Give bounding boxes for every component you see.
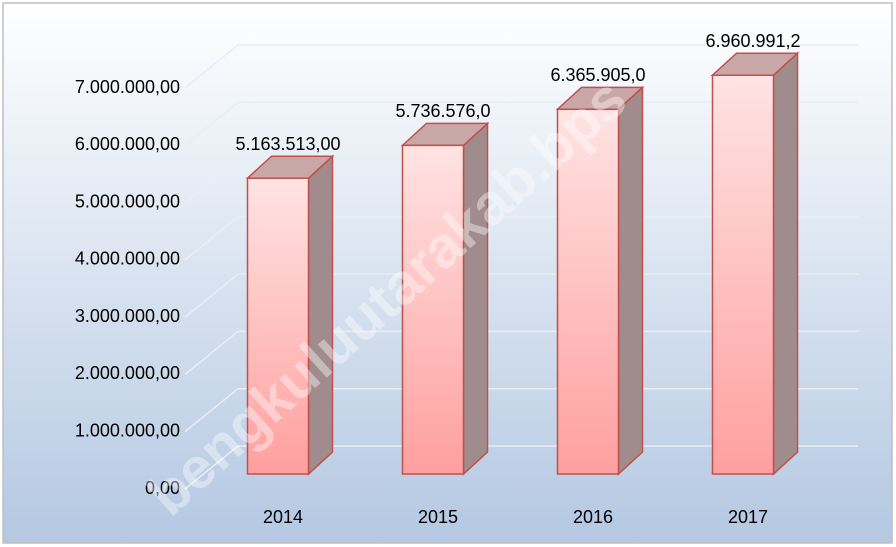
y-tick-label: 1.000.000,00 bbox=[75, 420, 180, 440]
y-tick-label: 7.000.000,00 bbox=[75, 77, 180, 97]
y-tick-label: 5.000.000,00 bbox=[75, 191, 180, 211]
y-tick-label: 3.000.000,00 bbox=[75, 306, 180, 326]
grid-line bbox=[184, 158, 239, 204]
bar-side bbox=[772, 51, 799, 476]
data-label: 6.960.991,2 bbox=[705, 31, 800, 51]
x-tick-label: 2016 bbox=[573, 507, 613, 527]
data-label: 6.365.905,0 bbox=[550, 65, 645, 85]
bar-side bbox=[617, 85, 644, 476]
x-tick-label: 2015 bbox=[418, 507, 458, 527]
data-label: 5.163.513,00 bbox=[235, 134, 340, 154]
y-tick-label: 0,00 bbox=[145, 478, 180, 498]
grid-line bbox=[184, 273, 239, 318]
grid-line bbox=[184, 445, 239, 490]
x-tick-label: 2014 bbox=[263, 507, 303, 527]
y-tick-label: 2.000.000,00 bbox=[75, 363, 180, 383]
x-tick-label: 2017 bbox=[728, 507, 768, 527]
bar bbox=[246, 177, 310, 475]
y-tick-label: 6.000.000,00 bbox=[75, 134, 180, 154]
bar bbox=[401, 144, 465, 475]
grid-line bbox=[184, 216, 239, 261]
grid-line bbox=[184, 330, 239, 376]
bar bbox=[556, 108, 620, 475]
plot-area: 0,00 1.000.000,00 2.000.000,00 3.000.000,00… bbox=[75, 31, 858, 527]
grid-line bbox=[184, 388, 239, 433]
grid-line bbox=[184, 101, 239, 146]
y-tick-label: 4.000.000,00 bbox=[75, 249, 180, 269]
grid-line bbox=[184, 44, 239, 89]
bar bbox=[711, 74, 775, 475]
data-label: 5.736.576,0 bbox=[395, 101, 490, 121]
